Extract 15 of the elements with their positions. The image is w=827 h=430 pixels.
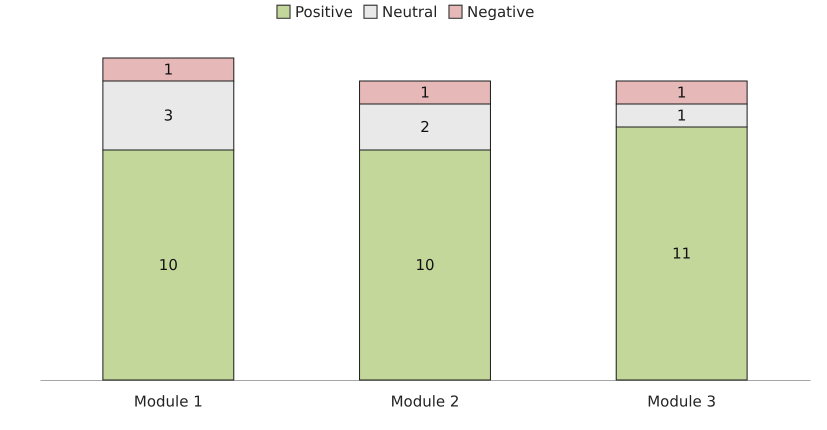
data-label: 1 [164,60,174,78]
data-label: 11 [672,244,692,262]
data-label: 1 [420,84,430,102]
x-tick-label: Module 2 [390,392,460,410]
x-tick-label: Module 3 [647,392,716,410]
legend-label: Positive [295,2,353,21]
legend-label: Neutral [382,2,438,21]
data-label: 2 [420,118,430,136]
data-label: 1 [676,106,686,124]
x-tick-label: Module 1 [134,392,203,410]
data-label: 10 [415,256,435,274]
data-label: 1 [676,84,686,102]
data-label: 3 [164,106,174,124]
data-label: 10 [158,256,178,274]
legend-label: Negative [467,2,534,21]
